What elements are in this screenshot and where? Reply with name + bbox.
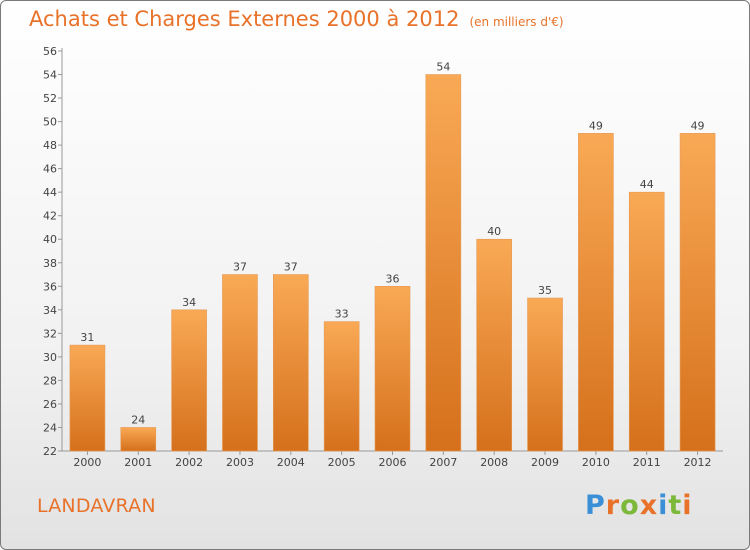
data-label: 37: [284, 261, 298, 274]
bar-2005: [323, 321, 360, 452]
data-label: 37: [233, 261, 247, 274]
y-tick-label: 24: [43, 421, 57, 434]
bar-2003: [222, 274, 258, 452]
bar-2004: [273, 274, 309, 452]
y-tick-label: 34: [43, 304, 57, 317]
x-tick-label: 2003: [226, 456, 254, 469]
y-tick-label: 50: [43, 116, 57, 129]
data-label: 40: [487, 225, 501, 238]
logo-letter: t: [668, 490, 683, 521]
logo-letter: x: [639, 490, 659, 521]
data-label: 49: [589, 119, 603, 132]
commune-name: LANDAVRAN: [37, 495, 156, 517]
y-tick-label: 54: [43, 69, 57, 82]
data-label: 36: [386, 272, 400, 285]
chart-unit: (en milliers d'€): [469, 15, 564, 29]
y-tick-label: 38: [43, 257, 57, 270]
y-tick-label: 42: [43, 210, 57, 223]
x-tick-label: 2002: [175, 456, 203, 469]
x-tick-label: 2008: [480, 456, 508, 469]
x-tick-label: 2010: [582, 456, 610, 469]
x-tick-label: 2007: [429, 456, 457, 469]
y-tick-label: 28: [43, 374, 57, 387]
proxiti-logo: Proxiti: [585, 490, 693, 521]
logo-letter: r: [605, 490, 621, 521]
bar-2007: [425, 74, 462, 452]
y-tick-label: 30: [43, 351, 57, 364]
data-label: 34: [182, 296, 196, 309]
x-tick-label: 2012: [684, 456, 712, 469]
data-label: 31: [80, 331, 94, 344]
bar-2001: [120, 427, 157, 452]
y-tick-label: 46: [43, 163, 57, 176]
x-tick-label: 2011: [633, 456, 661, 469]
bar-2011: [628, 191, 665, 452]
y-tick-label: 36: [43, 280, 57, 293]
bar-2006: [374, 285, 411, 452]
x-tick-label: 2000: [73, 456, 101, 469]
data-label: 44: [640, 178, 654, 191]
bar-2000: [69, 344, 106, 452]
y-tick-label: 56: [43, 45, 57, 58]
x-tick-label: 2009: [531, 456, 559, 469]
y-tick-label: 32: [43, 327, 57, 340]
logo-letter: o: [620, 490, 640, 521]
y-tick-label: 22: [43, 445, 57, 458]
chart-title: Achats et Charges Externes 2000 à 2012: [29, 7, 460, 31]
bar-2002: [171, 309, 207, 452]
bar-2008: [476, 238, 512, 452]
x-tick-label: 2006: [379, 456, 407, 469]
data-label: 54: [436, 61, 450, 74]
data-label: 24: [131, 413, 145, 426]
logo-letter: i: [682, 490, 693, 521]
logo-letter: P: [585, 490, 606, 521]
y-tick-label: 26: [43, 398, 57, 411]
logo-letter: i: [658, 490, 669, 521]
data-label: 35: [538, 284, 552, 297]
y-tick-label: 52: [43, 92, 57, 105]
y-tick-label: 48: [43, 139, 57, 152]
x-tick-label: 2001: [124, 456, 152, 469]
bar-2012: [679, 133, 716, 452]
y-tick-label: 40: [43, 233, 57, 246]
x-tick-label: 2005: [328, 456, 356, 469]
data-label: 49: [691, 119, 705, 132]
bar-2009: [527, 297, 563, 452]
x-tick-label: 2004: [277, 456, 305, 469]
chart-title-block: Achats et Charges Externes 2000 à 2012 (e…: [29, 7, 564, 31]
data-label: 33: [335, 308, 349, 321]
bar-2010: [578, 133, 614, 452]
y-tick-label: 44: [43, 186, 57, 199]
